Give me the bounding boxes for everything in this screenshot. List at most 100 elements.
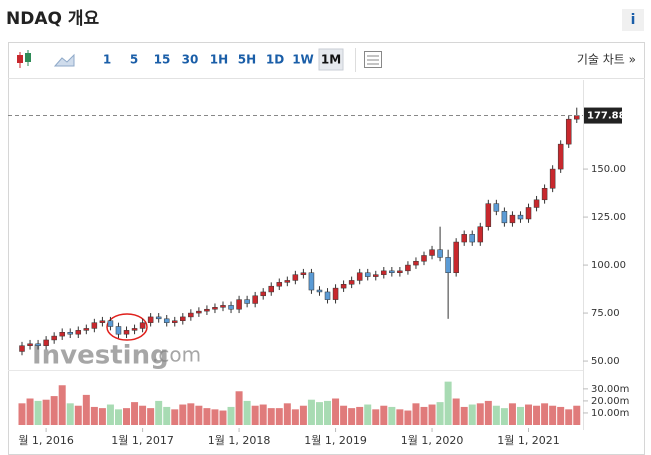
candle-body <box>541 188 548 201</box>
candle-body <box>477 226 484 243</box>
volume-bar <box>315 402 323 425</box>
candle-body <box>429 249 435 256</box>
volume-tick-label: 20.00m <box>591 396 629 407</box>
volume-bar <box>227 406 235 425</box>
last-price-label: 177.88 <box>587 111 626 122</box>
volume-tick-label: 10.00m <box>591 408 629 419</box>
candle-body <box>196 310 202 314</box>
volume-bar <box>18 403 26 425</box>
candle-body <box>212 307 218 310</box>
interval-button[interactable]: 1H <box>210 53 228 67</box>
candle-body <box>493 203 500 212</box>
volume-bar <box>187 403 195 425</box>
table-button[interactable] <box>364 51 382 68</box>
volume-bar <box>42 399 50 425</box>
interval-button[interactable]: 1M <box>321 53 341 67</box>
candle-body <box>437 249 443 258</box>
interval-button[interactable]: 30 <box>182 53 199 67</box>
volume-bar <box>380 405 388 425</box>
candle-body <box>574 115 580 120</box>
chart-frame <box>8 42 645 455</box>
volume-bar <box>147 408 155 425</box>
volume-bar <box>50 396 58 425</box>
candle-type-button[interactable] <box>17 50 31 68</box>
candle-body <box>91 322 98 329</box>
candle-body <box>485 203 492 227</box>
candle-body <box>332 287 339 300</box>
candle-body <box>373 274 379 277</box>
x-tick-label: 월 1, 2016 <box>18 434 74 447</box>
annotation-circle <box>106 313 148 341</box>
volume-bar <box>106 404 114 425</box>
line-type-button[interactable] <box>53 53 75 67</box>
candle-body <box>139 322 146 329</box>
last-price-tag <box>584 107 622 124</box>
volume-bar <box>155 400 163 425</box>
volume-bar <box>283 403 291 425</box>
info-icon[interactable]: i <box>631 12 636 28</box>
candle-body <box>517 214 524 220</box>
volume-bar <box>356 406 364 425</box>
candle-body <box>324 291 331 300</box>
volume-bar <box>484 400 492 425</box>
candle-body <box>316 289 323 293</box>
volume-bar <box>492 405 500 425</box>
volume-bar <box>26 398 34 425</box>
volume-bar <box>404 410 412 425</box>
candle-body <box>445 257 451 273</box>
x-tick-label: 1월 1, 2018 <box>208 434 271 447</box>
y-tick-label: 50.00 <box>591 356 620 367</box>
volume-bar <box>259 404 267 425</box>
candle-body <box>27 343 33 346</box>
candle-body <box>19 345 25 352</box>
candle-body <box>300 272 307 275</box>
y-tick-label: 75.00 <box>591 308 620 319</box>
volume-bar <box>251 405 259 425</box>
volume-bar <box>549 405 557 425</box>
info-button[interactable] <box>622 9 644 31</box>
candle-body <box>525 207 532 220</box>
candle-body <box>220 305 226 308</box>
volume-bar <box>34 400 42 425</box>
interval-button[interactable]: 5 <box>130 53 138 67</box>
technical-chart-link[interactable]: 기술 차트 » <box>577 53 636 67</box>
candle-body <box>421 255 427 262</box>
candle-body <box>276 282 283 287</box>
volume-bar <box>541 403 549 425</box>
volume-bar <box>525 404 533 425</box>
interval-button[interactable]: 1D <box>266 53 284 67</box>
candle-body <box>453 241 459 273</box>
volume-bar <box>58 385 66 425</box>
candle-body <box>356 272 363 281</box>
candle-body <box>308 272 315 291</box>
volume-bar <box>412 403 420 425</box>
candle-body <box>35 343 41 346</box>
candle-body <box>348 280 355 285</box>
candle-body <box>204 308 210 312</box>
x-tick-label: 1월 1, 2021 <box>497 434 560 447</box>
candle-body <box>43 339 49 346</box>
candle-body <box>155 316 162 320</box>
candle-body <box>131 328 138 331</box>
volume-bar <box>476 403 484 425</box>
volume-bar <box>396 409 404 425</box>
interval-button[interactable]: 5H <box>238 53 256 67</box>
volume-bar <box>203 408 211 425</box>
candle-body <box>99 320 106 323</box>
interval-button[interactable]: 1W <box>292 53 314 67</box>
interval-button[interactable]: 15 <box>154 53 171 67</box>
volume-bar <box>98 408 106 425</box>
volume-bar <box>516 406 524 425</box>
volume-bar <box>66 403 74 425</box>
y-tick-label: 150.00 <box>591 164 626 175</box>
interval-button[interactable]: 1 <box>103 53 111 67</box>
volume-bar <box>452 398 460 425</box>
volume-bar <box>468 404 476 425</box>
candle-body <box>469 234 475 243</box>
volume-bar <box>332 398 340 425</box>
candle-body <box>292 274 299 281</box>
candle-body <box>509 214 516 224</box>
candle-body <box>147 316 154 323</box>
volume-bar <box>90 406 98 425</box>
candle-body <box>557 143 564 170</box>
